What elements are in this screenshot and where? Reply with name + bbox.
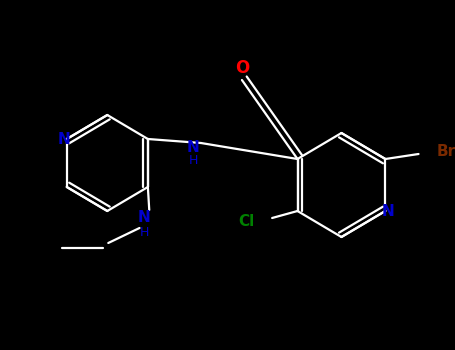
Text: Br: Br xyxy=(436,144,455,159)
Text: H: H xyxy=(188,154,198,168)
Text: Cl: Cl xyxy=(239,214,255,229)
Text: N: N xyxy=(57,132,70,147)
Text: N: N xyxy=(138,210,151,225)
Text: N: N xyxy=(382,203,394,218)
Text: H: H xyxy=(140,225,149,238)
Text: N: N xyxy=(187,140,200,155)
Text: O: O xyxy=(235,59,249,77)
